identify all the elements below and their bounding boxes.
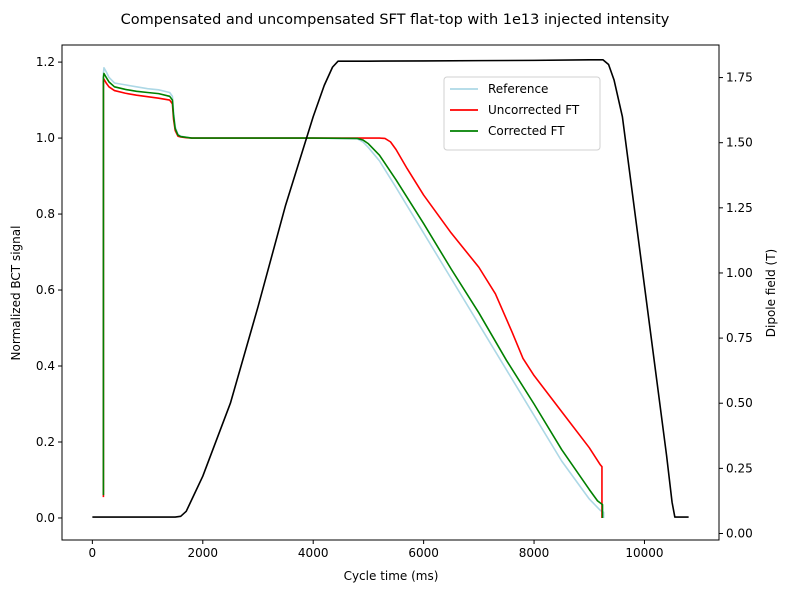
y2-tick-label: 1.50 xyxy=(726,136,753,150)
x-tick-label: 10000 xyxy=(625,546,663,560)
x-tick-label: 2000 xyxy=(188,546,219,560)
chart-title: Compensated and uncompensated SFT flat-t… xyxy=(121,12,670,28)
x-tick-label: 6000 xyxy=(408,546,439,560)
series-line-corrected-ft xyxy=(102,72,604,518)
y-tick-label: 0.0 xyxy=(36,511,55,525)
legend-box xyxy=(443,76,601,151)
x-tick-label: 4000 xyxy=(298,546,329,560)
y-axis-label: Normalized BCT signal xyxy=(9,226,23,361)
y-tick-label: 0.4 xyxy=(36,359,55,373)
y-tick-label: 0.2 xyxy=(36,435,55,449)
y-tick-label: 0.8 xyxy=(36,207,55,221)
y-tick-label: 1.0 xyxy=(36,131,55,145)
y-tick-label: 1.2 xyxy=(36,55,55,69)
legend-label: Uncorrected FT xyxy=(488,103,580,117)
y2-tick-label: 0.25 xyxy=(726,461,753,475)
y2-tick-label: 1.00 xyxy=(726,266,753,280)
legend: Reference Uncorrected FT Corrected FT xyxy=(443,76,601,151)
y2-axis-label: Dipole field (T) xyxy=(764,249,778,337)
x-tick-label: 0 xyxy=(89,546,97,560)
series-line-dipole-field xyxy=(92,59,689,518)
x-axis-label: Cycle time (ms) xyxy=(344,569,439,583)
plot-frame xyxy=(61,44,720,541)
y2-tick-label: 1.75 xyxy=(726,71,753,85)
y2-tick-label: 1.25 xyxy=(726,201,753,215)
y2-tick-label: 0.00 xyxy=(726,526,753,540)
y-tick-label: 0.6 xyxy=(36,283,55,297)
axes-layer: 0 2000 4000 6000 8000 10000 0.0 0.2 0.4 0.6 0.8 1.0… xyxy=(36,55,753,560)
legend-label: Corrected FT xyxy=(488,124,565,138)
x-tick-label: 8000 xyxy=(519,546,550,560)
y2-tick-label: 0.75 xyxy=(726,331,753,345)
legend-label: Reference xyxy=(488,82,548,96)
y2-tick-label: 0.50 xyxy=(726,396,753,410)
series-layer xyxy=(92,59,689,518)
